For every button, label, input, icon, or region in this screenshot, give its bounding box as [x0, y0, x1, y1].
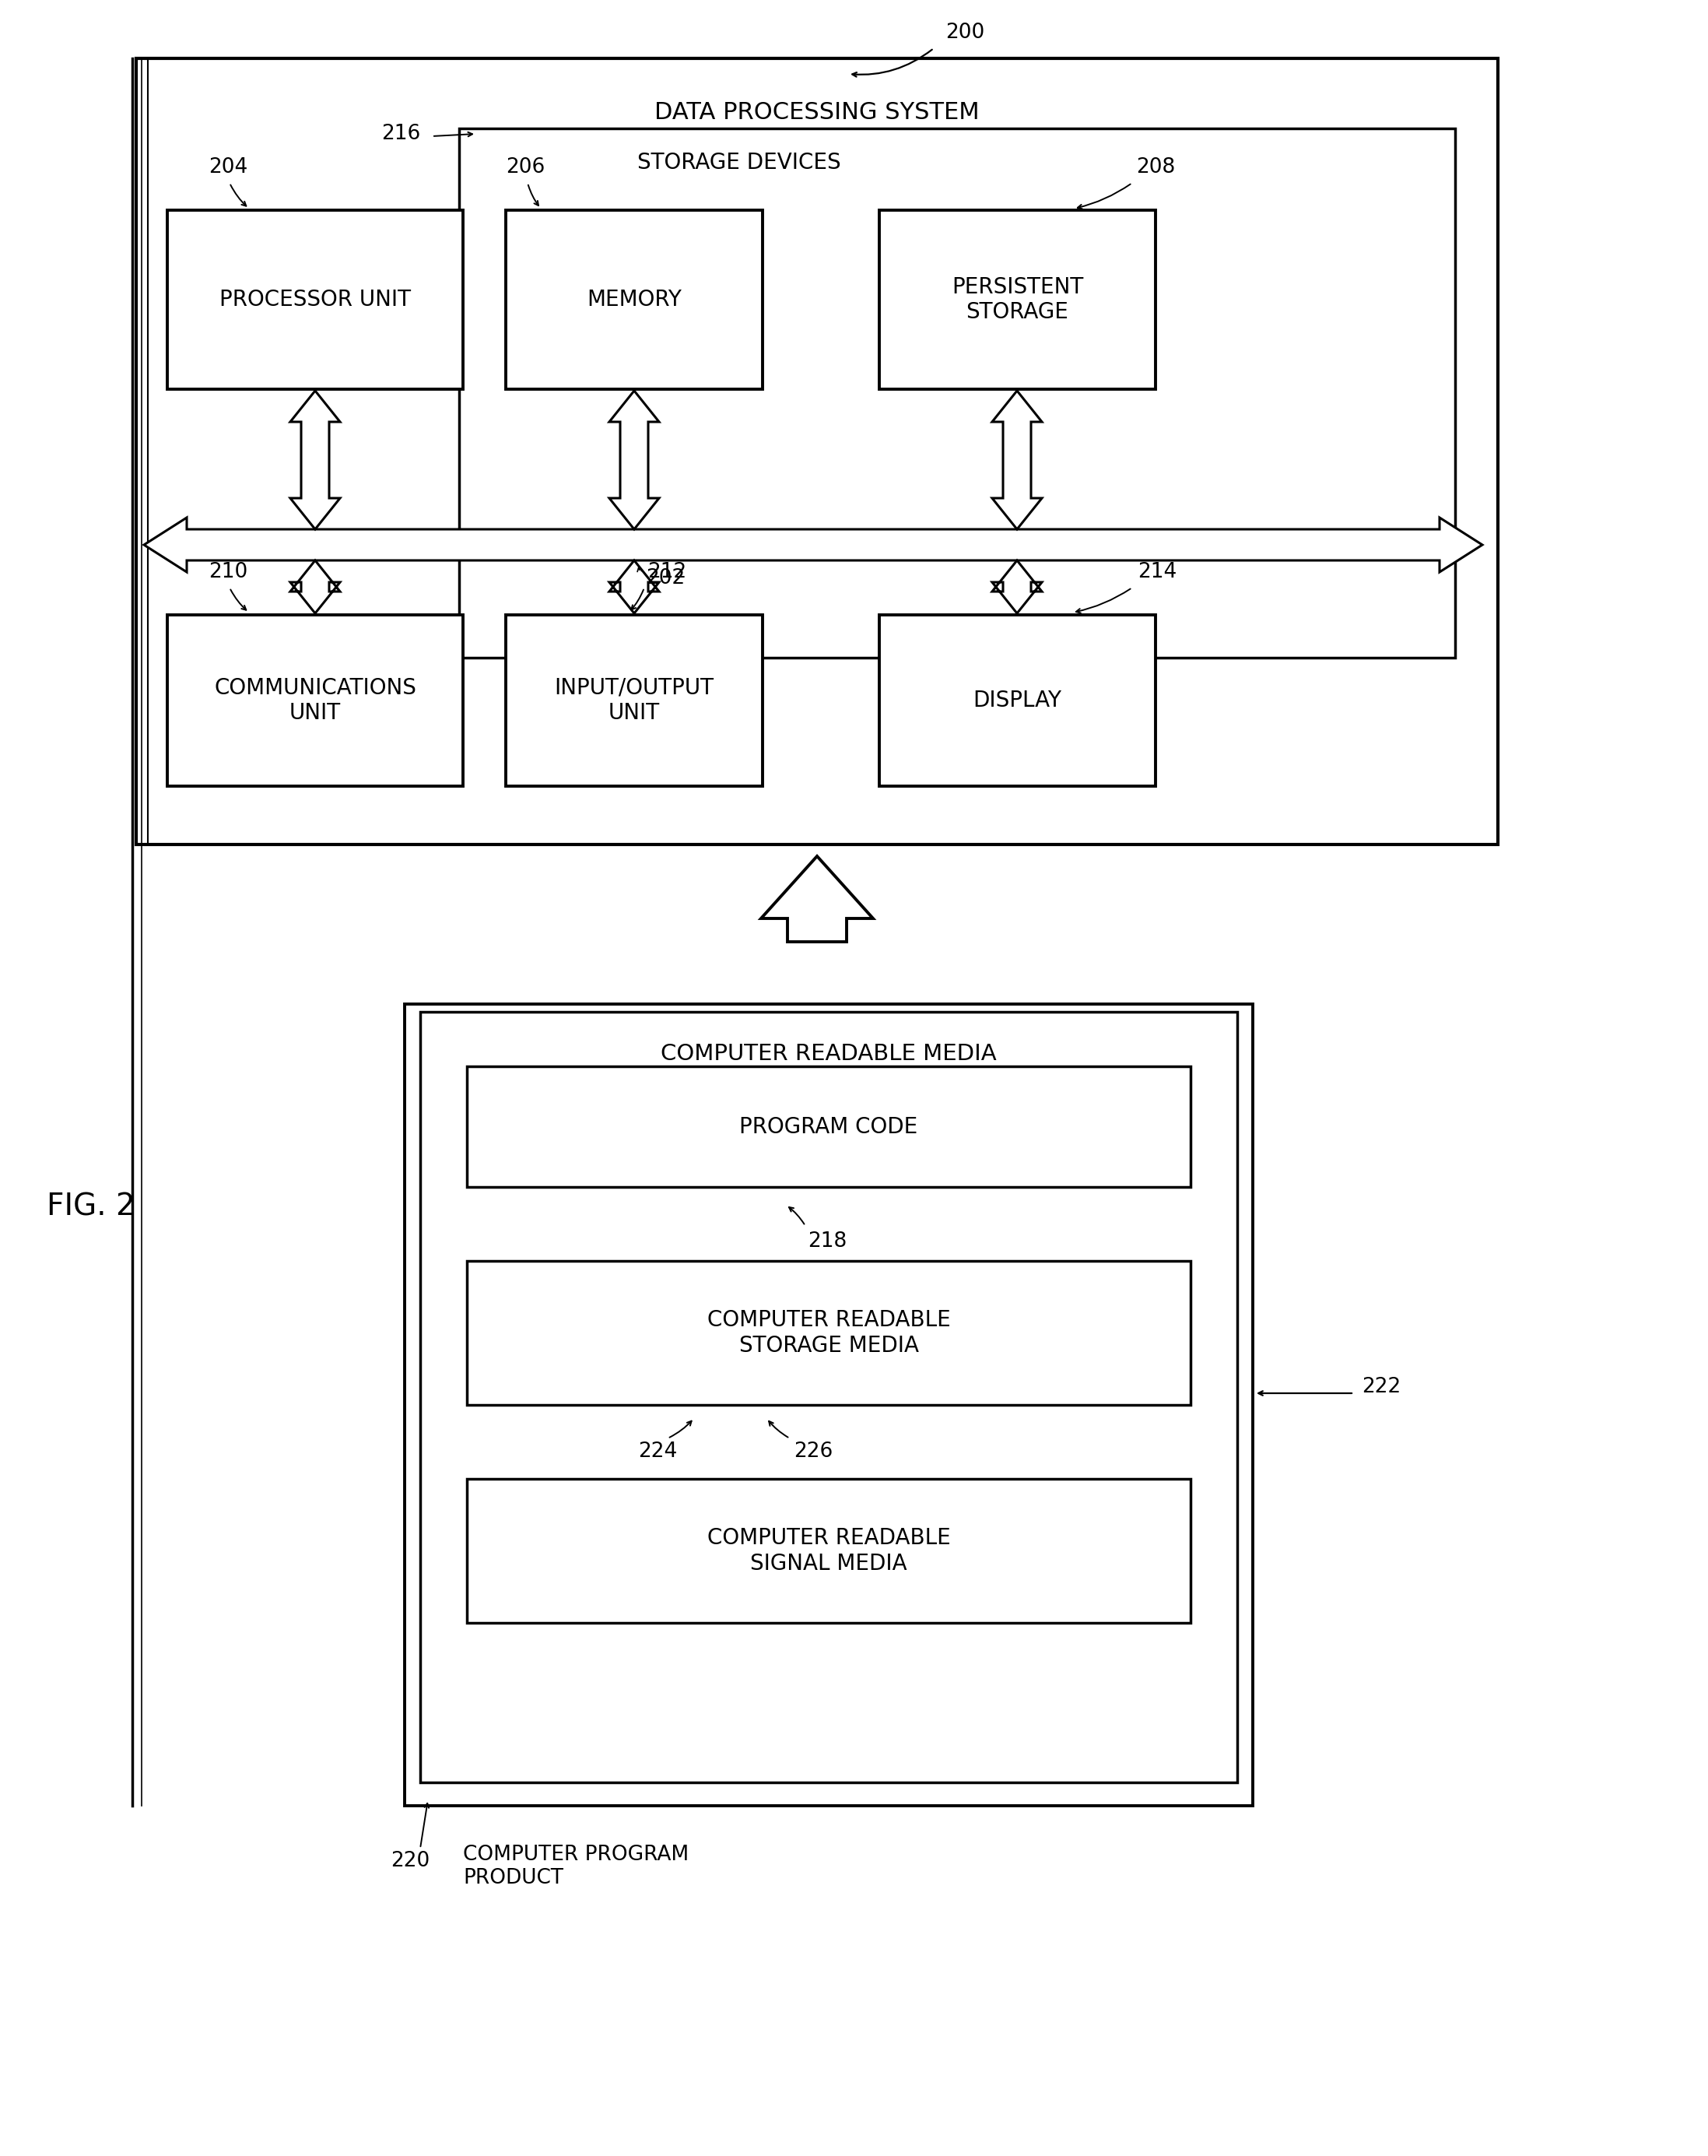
Text: 218: 218	[808, 1231, 847, 1253]
Text: 206: 206	[506, 157, 545, 177]
Text: DISPLAY: DISPLAY	[974, 690, 1062, 711]
Text: PERSISTENT
STORAGE: PERSISTENT STORAGE	[951, 276, 1083, 323]
Bar	[167, 209, 463, 390]
Bar	[420, 1011, 1237, 1783]
Text: FIG. 2: FIG. 2	[46, 1192, 135, 1220]
Text: 224: 224	[639, 1442, 676, 1462]
Text: COMPUTER READABLE MEDIA: COMPUTER READABLE MEDIA	[661, 1044, 997, 1065]
Text: COMPUTER READABLE
STORAGE MEDIA: COMPUTER READABLE STORAGE MEDIA	[707, 1309, 950, 1356]
Text: DATA PROCESSING SYSTEM: DATA PROCESSING SYSTEM	[654, 101, 979, 123]
Text: 208: 208	[1136, 157, 1175, 177]
Text: COMPUTER PROGRAM
PRODUCT: COMPUTER PROGRAM PRODUCT	[463, 1846, 688, 1889]
Polygon shape	[992, 390, 1042, 528]
Bar	[167, 614, 463, 787]
Polygon shape	[610, 561, 659, 612]
Polygon shape	[290, 390, 340, 528]
Polygon shape	[762, 856, 873, 942]
Text: 226: 226	[794, 1442, 834, 1462]
Text: 222: 222	[1361, 1378, 1401, 1397]
Text: 212: 212	[647, 563, 687, 582]
Bar	[405, 1005, 1252, 1807]
Bar	[506, 614, 762, 787]
Text: 216: 216	[381, 123, 420, 144]
Text: 200: 200	[946, 22, 984, 43]
Polygon shape	[290, 561, 340, 612]
Text: PROCESSOR UNIT: PROCESSOR UNIT	[219, 289, 412, 310]
Text: MEMORY: MEMORY	[588, 289, 681, 310]
Text: INPUT/OUTPUT
UNIT: INPUT/OUTPUT UNIT	[555, 677, 714, 724]
Text: 220: 220	[391, 1850, 430, 1871]
Bar	[137, 58, 1498, 845]
Text: COMMUNICATIONS
UNIT: COMMUNICATIONS UNIT	[214, 677, 417, 724]
Text: 202: 202	[646, 569, 685, 589]
Polygon shape	[143, 517, 1483, 571]
Text: COMPUTER READABLE
SIGNAL MEDIA: COMPUTER READABLE SIGNAL MEDIA	[707, 1526, 950, 1574]
Text: STORAGE DEVICES: STORAGE DEVICES	[637, 151, 840, 175]
Bar	[880, 614, 1156, 787]
Bar	[466, 1479, 1190, 1623]
Bar	[880, 209, 1156, 390]
Text: PROGRAM CODE: PROGRAM CODE	[740, 1117, 917, 1138]
Bar	[466, 1261, 1190, 1406]
Polygon shape	[610, 390, 659, 528]
Text: 214: 214	[1138, 563, 1177, 582]
Bar	[466, 1067, 1190, 1188]
Text: 210: 210	[208, 563, 248, 582]
Bar	[506, 209, 762, 390]
Bar	[459, 129, 1455, 658]
Polygon shape	[992, 561, 1042, 612]
Text: 204: 204	[208, 157, 248, 177]
